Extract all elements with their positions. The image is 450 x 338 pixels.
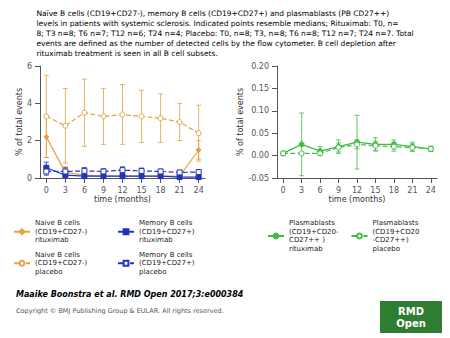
svg-text:Maaike Boonstra et al. RMD Ope: Maaike Boonstra et al. RMD Open 2017;3:e… bbox=[16, 290, 244, 299]
svg-text:8; T3 n=8; T6 n=7; T12 n=6; T2: 8; T3 n=8; T6 n=7; T12 n=6; T24 n=4; Pla… bbox=[36, 29, 413, 38]
svg-text:Naive B cells: Naive B cells bbox=[35, 251, 80, 259]
svg-text:Naïve B cells (CD19+CD27-), me: Naïve B cells (CD19+CD27-), memory B cel… bbox=[36, 9, 389, 18]
svg-text:21: 21 bbox=[175, 186, 185, 195]
svg-text:12: 12 bbox=[117, 186, 127, 195]
svg-text:time (months): time (months) bbox=[94, 195, 151, 204]
svg-text:rituximab: rituximab bbox=[289, 245, 323, 253]
svg-text:(CD19+CD20-: (CD19+CD20- bbox=[289, 228, 339, 236]
svg-text:Memory B cells: Memory B cells bbox=[139, 219, 193, 227]
svg-text:(CD19+CD27-): (CD19+CD27-) bbox=[35, 259, 87, 267]
svg-text:0.00: 0.00 bbox=[251, 151, 269, 160]
svg-text:24: 24 bbox=[194, 186, 204, 195]
svg-text:15: 15 bbox=[136, 186, 146, 195]
svg-text:6: 6 bbox=[82, 186, 87, 195]
svg-text:Copyright © BMJ Publishing Gro: Copyright © BMJ Publishing Group & EULAR… bbox=[16, 307, 224, 315]
svg-text:0.20: 0.20 bbox=[251, 62, 269, 71]
svg-text:18: 18 bbox=[389, 186, 399, 195]
svg-text:rituximab: rituximab bbox=[35, 236, 69, 244]
svg-text:(CD19+CD20: (CD19+CD20 bbox=[372, 228, 419, 236]
svg-text:RMD: RMD bbox=[398, 306, 424, 317]
svg-text:placebo: placebo bbox=[372, 245, 400, 253]
svg-text:3: 3 bbox=[63, 186, 68, 195]
svg-text:15: 15 bbox=[370, 186, 380, 195]
svg-text:0.15: 0.15 bbox=[251, 84, 269, 93]
svg-text:21: 21 bbox=[407, 186, 417, 195]
svg-text:(CD19+CD27+): (CD19+CD27+) bbox=[139, 228, 195, 236]
svg-text:Plasmablasts: Plasmablasts bbox=[372, 219, 418, 227]
svg-text:Naive B cells: Naive B cells bbox=[35, 219, 80, 227]
svg-text:3: 3 bbox=[299, 186, 304, 195]
svg-text:6: 6 bbox=[318, 186, 323, 195]
svg-text:0.05: 0.05 bbox=[251, 129, 269, 138]
svg-text:placebo: placebo bbox=[139, 268, 167, 276]
svg-text:9: 9 bbox=[336, 186, 341, 195]
svg-text:Memory B cells: Memory B cells bbox=[139, 251, 193, 259]
svg-text:9: 9 bbox=[101, 186, 106, 195]
svg-text:CD27++ ): CD27++ ) bbox=[289, 236, 325, 244]
svg-text:Plasmablasts: Plasmablasts bbox=[289, 219, 335, 227]
svg-text:time (months): time (months) bbox=[329, 195, 386, 204]
svg-text:0.10: 0.10 bbox=[251, 106, 269, 115]
svg-text:0: 0 bbox=[281, 186, 286, 195]
svg-text:12: 12 bbox=[352, 186, 362, 195]
svg-text:(CD19+CD27-): (CD19+CD27-) bbox=[35, 228, 87, 236]
svg-text:(CD19+CD27+): (CD19+CD27+) bbox=[139, 259, 195, 267]
svg-text:6: 6 bbox=[27, 62, 32, 71]
svg-text:rituximab treatment is seen in: rituximab treatment is seen in all B cel… bbox=[36, 49, 217, 58]
svg-text:4: 4 bbox=[27, 99, 32, 108]
svg-text:18: 18 bbox=[155, 186, 165, 195]
svg-text:-0.05: -0.05 bbox=[248, 174, 269, 183]
svg-text:0: 0 bbox=[27, 174, 32, 183]
svg-text:24: 24 bbox=[426, 186, 436, 195]
svg-text:placebo: placebo bbox=[35, 268, 63, 276]
svg-text:0: 0 bbox=[44, 186, 49, 195]
svg-text:levels in patients with system: levels in patients with systemic scleros… bbox=[36, 19, 398, 28]
svg-text:2: 2 bbox=[27, 136, 32, 145]
svg-text:-CD27++): -CD27++) bbox=[372, 236, 408, 244]
svg-text:Open: Open bbox=[396, 318, 426, 329]
svg-text:events are defined as the numb: events are defined as the number of dete… bbox=[36, 39, 396, 48]
svg-text:% of total events: % of total events bbox=[236, 88, 245, 156]
svg-text:% of total events: % of total events bbox=[15, 88, 24, 156]
svg-text:rituximab: rituximab bbox=[139, 236, 173, 244]
